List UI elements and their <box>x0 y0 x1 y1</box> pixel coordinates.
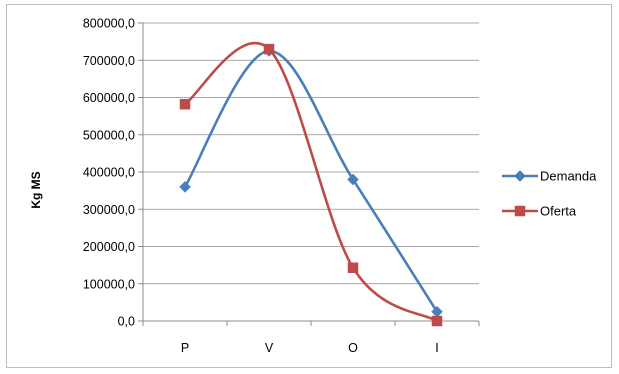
series-line-demanda <box>183 49 439 313</box>
y-tick-label: 100000,0 <box>83 277 135 291</box>
series <box>179 41 443 327</box>
y-tick-label: 200000,0 <box>83 240 135 254</box>
x-tick-label: O <box>348 341 358 355</box>
legend-swatch-marker <box>514 205 526 217</box>
series-demanda <box>179 45 443 318</box>
series-line-oferta <box>184 41 438 323</box>
data-point <box>263 43 275 55</box>
data-point <box>347 173 359 186</box>
legend-label: Demanda <box>540 169 597 184</box>
legend-label: Oferta <box>540 204 577 219</box>
y-tick-label: 700000,0 <box>83 54 135 68</box>
y-tick-label: 800000,0 <box>83 17 135 31</box>
data-point <box>179 181 191 193</box>
legend-item-oferta: Oferta <box>502 204 577 219</box>
x-tick-label: V <box>265 341 274 355</box>
chart-frame <box>6 4 612 368</box>
legend: Demanda Oferta <box>502 169 597 219</box>
axes: 0,0 100000,0 200000,0 300000,0 400000,0 50000… <box>83 17 480 355</box>
data-point <box>431 315 443 327</box>
y-tick-label: 300000,0 <box>83 203 135 217</box>
y-tick-label: 0,0 <box>118 315 135 329</box>
series-oferta <box>179 41 443 327</box>
legend-swatch-marker <box>514 170 526 182</box>
data-point <box>179 98 191 110</box>
legend-item-demanda: Demanda <box>502 169 597 184</box>
x-tick-label: I <box>435 341 438 355</box>
data-point <box>347 262 359 273</box>
y-tick-label: 600000,0 <box>83 91 135 105</box>
y-tick-label: 500000,0 <box>83 128 135 142</box>
y-tick-label: 400000,0 <box>83 166 135 180</box>
x-tick-label: P <box>181 341 189 355</box>
y-axis-title: Kg MS <box>29 171 43 208</box>
